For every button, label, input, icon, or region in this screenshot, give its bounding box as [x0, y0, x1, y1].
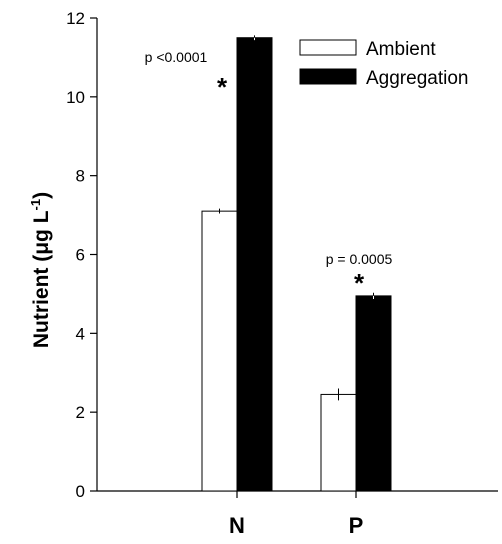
y-tick-label: 10	[66, 88, 85, 107]
annotations: p <0.0001*p = 0.0005*	[145, 49, 393, 298]
significance-marker-N: *	[217, 72, 228, 102]
y-tick-label: 8	[76, 167, 85, 186]
legend-label-ambient: Ambient	[366, 39, 436, 60]
p-value-label-P: p = 0.0005	[326, 251, 393, 267]
bars	[201, 35, 392, 492]
bar-ambient-N	[201, 210, 238, 492]
y-tick-label: 6	[76, 246, 85, 265]
y-axis-label: Nutrient (μg L-1)	[28, 192, 53, 348]
y-tick-label: 2	[76, 403, 85, 422]
bar-aggregation-P	[355, 295, 392, 492]
bar-aggregation-N	[236, 37, 273, 492]
y-tick-label: 0	[76, 482, 85, 501]
x-tick-label-P: P	[349, 513, 364, 538]
legend: Ambient Aggregation	[299, 39, 468, 89]
legend-swatch-aggregation	[299, 68, 357, 85]
p-value-label-N: p <0.0001	[145, 49, 208, 65]
legend-swatch-ambient	[299, 39, 357, 56]
y-tick-label: 4	[76, 324, 85, 343]
x-tick-label-N: N	[229, 513, 245, 538]
y-axis: 0 2 4 6 8 10 12	[66, 9, 98, 501]
bar-ambient-P	[320, 393, 357, 492]
y-tick-label: 12	[66, 9, 85, 28]
significance-marker-P: *	[354, 268, 365, 298]
legend-label-aggregation: Aggregation	[366, 68, 468, 89]
